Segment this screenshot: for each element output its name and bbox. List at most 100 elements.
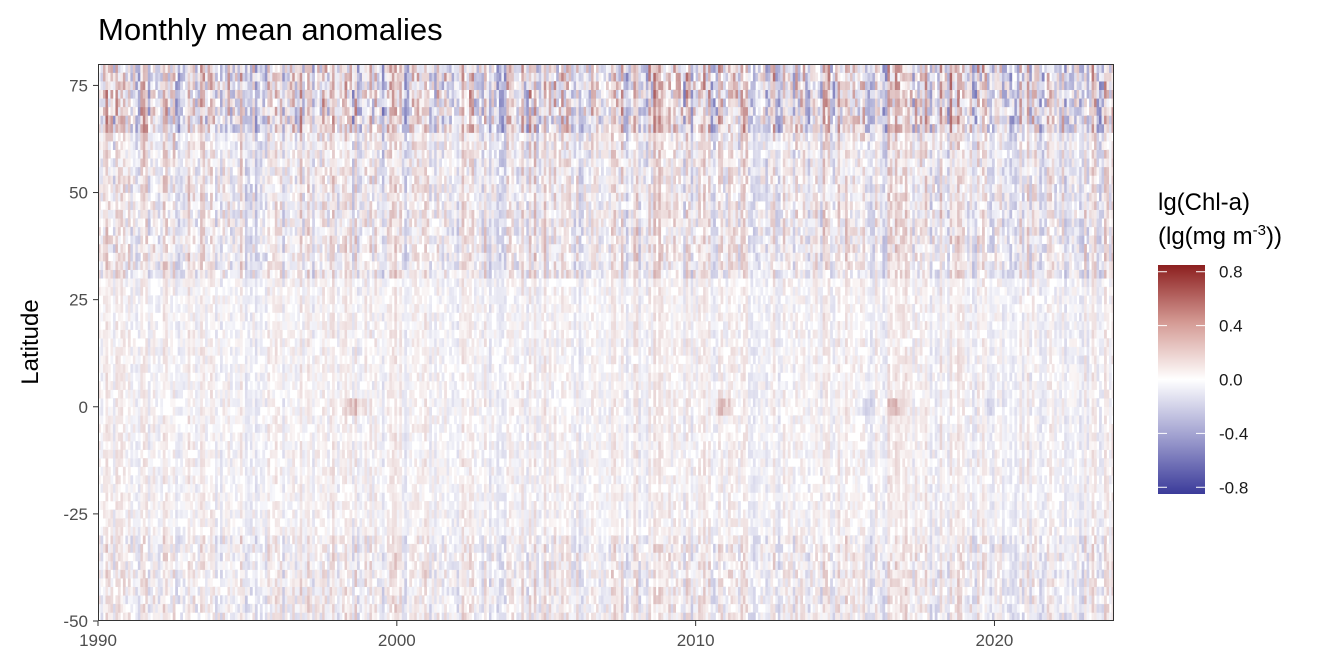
heatmap-cell bbox=[215, 561, 218, 570]
heatmap-cell bbox=[466, 526, 470, 536]
heatmap-cell bbox=[1086, 543, 1090, 553]
heatmap-cell bbox=[282, 501, 286, 510]
heatmap-cell bbox=[693, 535, 696, 545]
heatmap-cell bbox=[386, 526, 390, 536]
heatmap-cell bbox=[339, 526, 343, 536]
heatmap-cell bbox=[264, 535, 268, 545]
heatmap-cell bbox=[561, 612, 564, 621]
heatmap-cell bbox=[837, 552, 841, 562]
heatmap-cell bbox=[1061, 518, 1065, 528]
heatmap-cell bbox=[366, 518, 370, 528]
heatmap-cell bbox=[957, 535, 960, 545]
heatmap-cell bbox=[379, 586, 383, 596]
heatmap-cell bbox=[175, 526, 178, 536]
heatmap-cell bbox=[493, 535, 497, 545]
heatmap-cell bbox=[1016, 603, 1020, 613]
heatmap-cell bbox=[613, 586, 617, 596]
heatmap-cell bbox=[177, 492, 181, 502]
heatmap-cell bbox=[556, 509, 559, 519]
heatmap-cell bbox=[446, 509, 450, 519]
heatmap-cell bbox=[105, 501, 109, 510]
heatmap-cell bbox=[464, 578, 467, 588]
heatmap-cell bbox=[578, 586, 582, 596]
heatmap-cell bbox=[999, 561, 1003, 570]
heatmap-cell bbox=[170, 569, 174, 579]
heatmap-cell bbox=[342, 603, 345, 613]
heatmap-cell bbox=[132, 586, 136, 596]
heatmap-cell bbox=[162, 518, 166, 528]
heatmap-cell bbox=[227, 578, 231, 588]
heatmap-cell bbox=[479, 578, 482, 588]
heatmap-cell bbox=[429, 543, 432, 553]
heatmap-cell bbox=[212, 612, 216, 621]
heatmap-cell bbox=[909, 603, 913, 613]
heatmap-cell bbox=[869, 535, 873, 545]
heatmap-cell bbox=[162, 578, 166, 588]
heatmap-cell bbox=[294, 535, 298, 545]
heatmap-cell bbox=[996, 561, 1000, 570]
heatmap-cell bbox=[800, 518, 804, 528]
heatmap-cell bbox=[1106, 543, 1110, 553]
heatmap-cell bbox=[974, 518, 978, 528]
heatmap-cell bbox=[678, 518, 682, 528]
heatmap-cell bbox=[249, 543, 253, 553]
heatmap-cell bbox=[322, 612, 325, 621]
heatmap-cell bbox=[1059, 578, 1063, 588]
heatmap-cell bbox=[404, 561, 408, 570]
heatmap-cell bbox=[197, 492, 201, 502]
heatmap-cell bbox=[972, 569, 975, 579]
heatmap-cell bbox=[952, 561, 955, 570]
heatmap-cell bbox=[152, 535, 156, 545]
heatmap-cell bbox=[987, 595, 990, 605]
heatmap-cell bbox=[167, 561, 171, 570]
heatmap-cell bbox=[660, 586, 664, 596]
heatmap-cell bbox=[1104, 526, 1107, 536]
heatmap-cell bbox=[122, 569, 126, 579]
heatmap-cell bbox=[396, 603, 400, 613]
heatmap-cell bbox=[586, 569, 589, 579]
heatmap-cell bbox=[640, 535, 644, 545]
heatmap-cell bbox=[474, 561, 477, 570]
heatmap-cell bbox=[596, 509, 599, 519]
heatmap-cell bbox=[845, 518, 848, 528]
heatmap-cell bbox=[322, 569, 325, 579]
heatmap-cell bbox=[523, 501, 527, 510]
heatmap-cell bbox=[160, 612, 164, 621]
heatmap-cell bbox=[466, 595, 470, 605]
heatmap-cell bbox=[137, 543, 141, 553]
heatmap-cell bbox=[404, 612, 408, 621]
heatmap-cell bbox=[98, 578, 101, 588]
heatmap-cell bbox=[483, 595, 487, 605]
heatmap-cell bbox=[1066, 552, 1070, 562]
heatmap-cell bbox=[817, 526, 821, 536]
heatmap-cell bbox=[1051, 612, 1055, 621]
heatmap-cell bbox=[536, 586, 540, 596]
heatmap-cell bbox=[867, 612, 871, 621]
heatmap-cell bbox=[857, 569, 861, 579]
heatmap-cell bbox=[802, 612, 806, 621]
heatmap-cell bbox=[630, 578, 634, 588]
heatmap-cell bbox=[160, 603, 164, 613]
heatmap-cell bbox=[371, 509, 375, 519]
heatmap-cell bbox=[917, 535, 921, 545]
heatmap-cell bbox=[533, 509, 537, 519]
heatmap-cell bbox=[471, 569, 475, 579]
heatmap-cell bbox=[117, 586, 121, 596]
heatmap-cell bbox=[1011, 501, 1015, 510]
heatmap-cell bbox=[446, 612, 450, 621]
heatmap-cell bbox=[556, 595, 559, 605]
heatmap-cell bbox=[969, 509, 973, 519]
heatmap-cell bbox=[1011, 552, 1015, 562]
heatmap-cell bbox=[660, 578, 664, 588]
heatmap-cell bbox=[668, 509, 672, 519]
heatmap-cell bbox=[1044, 578, 1048, 588]
heatmap-cell bbox=[668, 603, 672, 613]
heatmap-cell bbox=[347, 569, 350, 579]
heatmap-cell bbox=[1024, 595, 1028, 605]
heatmap-cell bbox=[827, 518, 831, 528]
heatmap-cell bbox=[352, 603, 355, 613]
heatmap-cell bbox=[693, 509, 696, 519]
heatmap-cell bbox=[897, 509, 901, 519]
heatmap-cell bbox=[1076, 543, 1080, 553]
heatmap-cell bbox=[745, 526, 749, 536]
